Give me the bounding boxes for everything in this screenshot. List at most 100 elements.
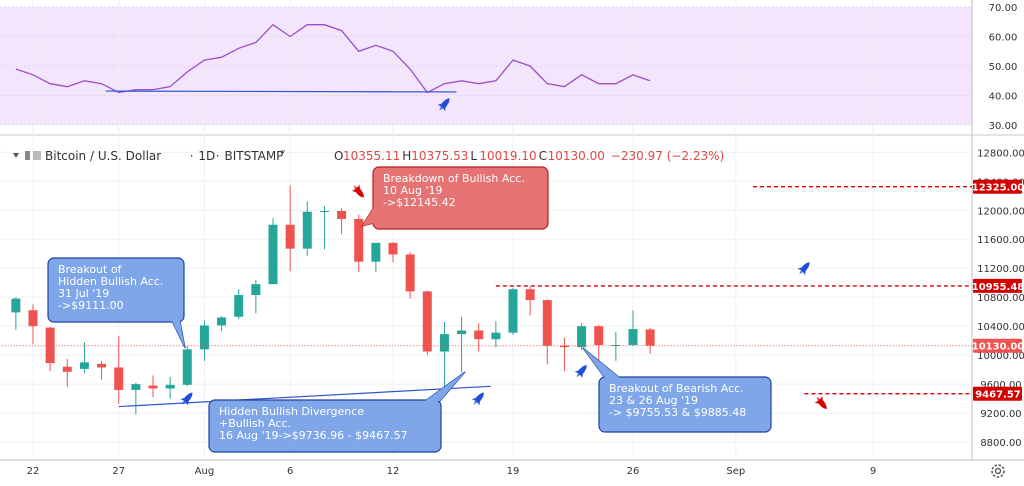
candle[interactable] [45,326,55,372]
candle[interactable] [405,252,415,299]
callout-box [598,376,772,433]
candle[interactable] [491,321,501,348]
price-tick-label: 10000.00 [977,351,1024,362]
price-tick-label: 12800.00 [977,148,1024,159]
price-tick-label: 11200.00 [977,264,1024,275]
rocket-flame [353,185,358,190]
hidden-bullish-divergence-callout[interactable]: Hidden Bullish Divergence+Bullish Acc.16… [208,371,466,453]
callout-pointer-fill [362,207,374,226]
candle[interactable] [645,327,655,354]
candle-body [285,224,295,249]
breakdown-bullish-callout[interactable]: Breakdown of Bullish Acc.10 Aug '19->$12… [360,166,549,230]
candle[interactable] [371,242,381,272]
breakout-bearish-callout[interactable]: Breakout of Bearish Acc.23 & 26 Aug '19-… [582,347,772,433]
callout-pointer-fill [172,321,185,348]
candle[interactable] [11,297,21,330]
time-tick-label: 27 [112,466,125,477]
candle[interactable] [508,287,518,335]
candle[interactable] [594,324,604,364]
rsi-tick-label: 60.00 [989,33,1018,44]
exchange-label: BITSTAMP [225,149,284,163]
candle-body [97,363,107,368]
candle[interactable] [559,337,569,372]
bullish-rocket-icon [471,392,484,406]
price-tick-label: 11600.00 [977,235,1024,246]
callout-line: Hidden Bullish Divergence [219,405,364,418]
rocket-body [354,186,364,198]
gear-inner [994,467,1002,475]
candle-body [594,326,604,345]
candle[interactable] [268,218,278,285]
candle[interactable] [302,201,312,256]
candle-body [114,367,124,390]
candle[interactable] [251,279,261,314]
candle-body [439,334,449,352]
time-tick-label: Aug [195,466,215,477]
candle[interactable] [439,321,449,393]
callout-line: ->$12145.42 [383,196,456,209]
candle[interactable] [79,342,89,374]
rsi-divergence-line [105,90,457,93]
price-label: 12325.00 [972,183,1024,194]
price-label: 9467.57 [975,390,1021,401]
candle[interactable] [217,316,227,332]
candle[interactable] [542,299,552,365]
candle[interactable] [457,316,467,373]
candle[interactable] [234,289,244,319]
candle[interactable] [319,205,329,250]
rocket-body [474,392,484,404]
candle[interactable] [182,345,192,387]
candle-body [388,242,398,255]
time-tick-label: 9 [870,466,876,477]
candle-body [577,326,587,348]
candle-body [62,366,72,372]
candle-body [11,298,21,313]
callout-box [47,257,185,323]
candle[interactable] [388,242,398,263]
callout-line: -> $9755.53 & $9885.48 [609,406,746,419]
callout-line: +Bullish Acc. [219,417,291,430]
candle[interactable] [354,214,364,272]
callout-line: ->$9111.00 [58,299,124,312]
collapse-toggle-icon[interactable] [13,153,19,158]
rocket-body [439,98,450,110]
candle[interactable] [337,208,347,235]
candle[interactable] [131,382,141,415]
candle-body [131,384,141,390]
candle[interactable] [148,375,158,398]
candle[interactable] [97,360,107,380]
candle[interactable] [199,320,209,361]
candle-body [542,300,552,346]
candle[interactable] [114,336,124,404]
ohlc-value: 10355.11 [343,149,400,163]
candle[interactable] [611,331,621,361]
candle[interactable] [422,290,432,356]
candle[interactable] [28,304,38,345]
candle[interactable] [628,310,638,346]
rocket-fins [797,267,806,276]
rsi-tick-label: 70.00 [989,3,1018,14]
time-tick-label: 22 [27,466,40,477]
time-tick-label: Sep [726,466,745,477]
callout-line: 31 Jul '19 [58,287,109,300]
candle-body [491,332,501,340]
candle-body [251,284,261,296]
ohlc-key: H [402,149,411,163]
candle-body [371,242,381,262]
candle[interactable] [62,358,72,388]
candle-body [525,289,535,301]
separator-dot: · [216,149,220,163]
candle-body [405,254,415,292]
candle-body [234,295,244,317]
rocket-flame [439,106,444,111]
callout-line: 10 Aug '19 [383,184,443,197]
gear-icon[interactable] [991,464,1005,478]
candle[interactable] [525,286,535,316]
candle[interactable] [285,185,295,272]
candle[interactable] [165,376,175,399]
candle[interactable] [474,323,484,352]
candle-body [319,210,329,212]
chart-legend[interactable]: Bitcoin / U.S. Dollar · 1D · BITSTAMP˅ O 10355… [8,149,724,163]
